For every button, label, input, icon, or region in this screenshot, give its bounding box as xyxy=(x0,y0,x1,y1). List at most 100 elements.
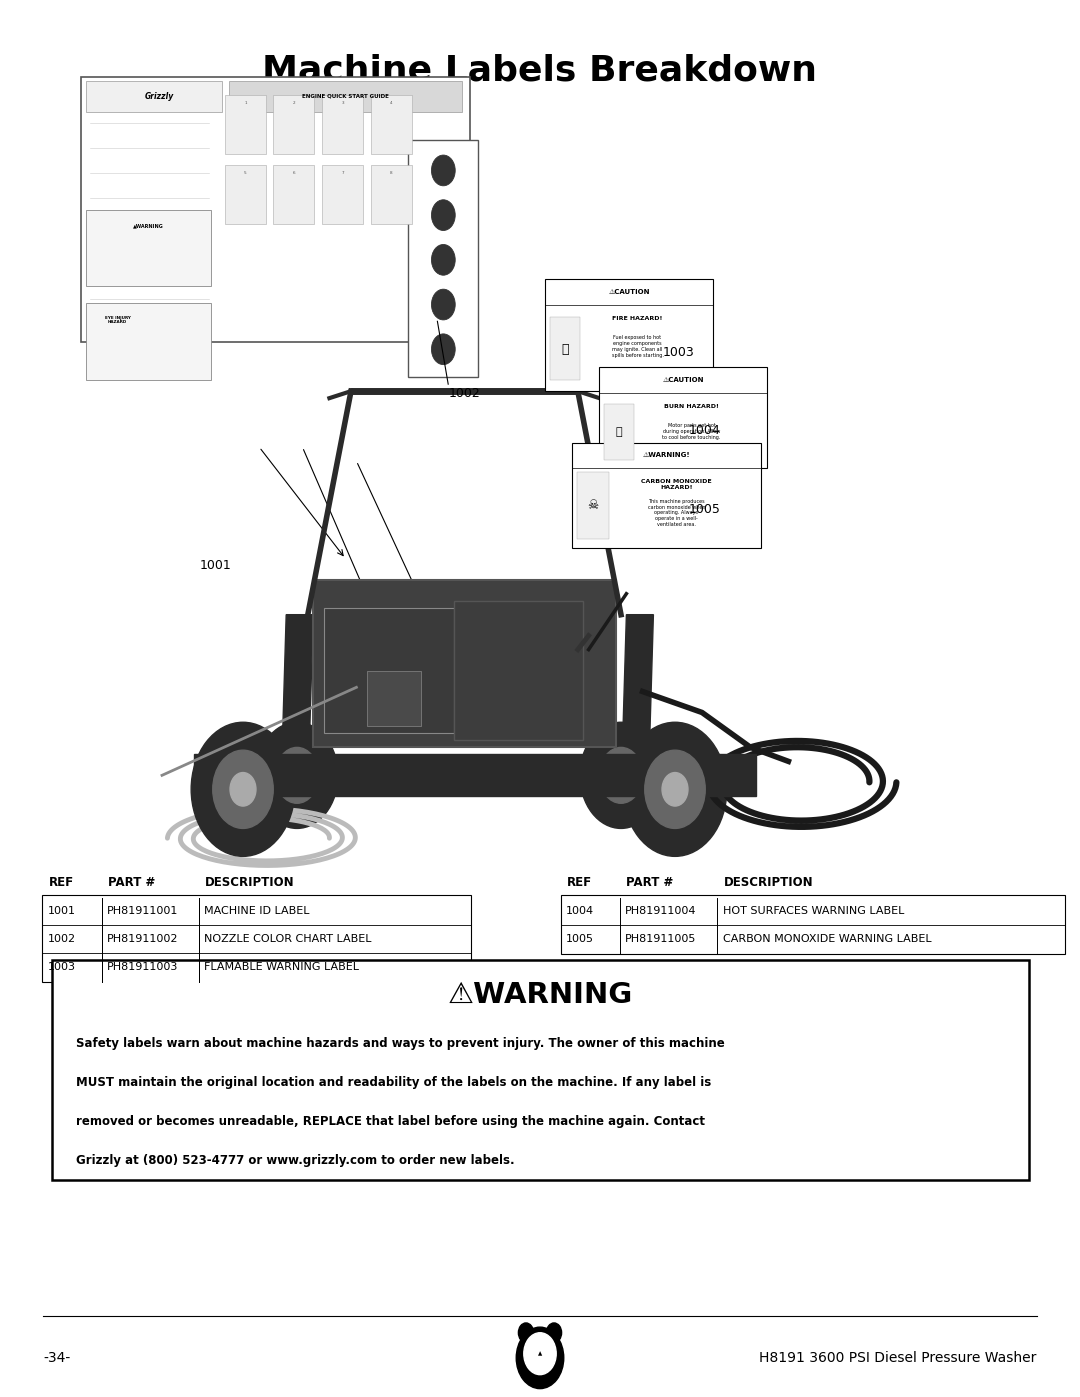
Bar xyxy=(86,303,211,380)
Text: PART #: PART # xyxy=(108,876,156,890)
Text: Grizzly at (800) 523-4777 or www.grizzly.com to order new labels.: Grizzly at (800) 523-4777 or www.grizzly… xyxy=(76,1154,514,1166)
Bar xyxy=(225,165,266,224)
Text: 1: 1 xyxy=(244,102,246,105)
Text: 3: 3 xyxy=(341,102,343,105)
Text: Machine Labels Breakdown: Machine Labels Breakdown xyxy=(262,53,818,87)
Bar xyxy=(229,81,462,112)
Text: -34-: -34- xyxy=(43,1351,70,1365)
Bar xyxy=(370,95,411,154)
Text: ⚠CAUTION: ⚠CAUTION xyxy=(608,289,650,295)
Circle shape xyxy=(546,1323,562,1343)
Bar xyxy=(86,81,222,112)
Text: DESCRIPTION: DESCRIPTION xyxy=(724,876,813,890)
Text: Grizzly: Grizzly xyxy=(145,92,175,101)
Bar xyxy=(550,317,580,380)
Bar xyxy=(408,140,478,377)
Text: FIRE HAZARD!: FIRE HAZARD! xyxy=(612,316,663,321)
Polygon shape xyxy=(664,754,691,796)
Circle shape xyxy=(432,244,456,275)
Bar xyxy=(313,580,616,747)
Polygon shape xyxy=(281,615,313,796)
Text: 1002: 1002 xyxy=(48,933,76,944)
Text: 🔥: 🔥 xyxy=(562,342,568,356)
Circle shape xyxy=(432,334,456,365)
Bar xyxy=(322,95,363,154)
Text: 1003: 1003 xyxy=(663,345,694,359)
Circle shape xyxy=(191,722,295,856)
Bar xyxy=(324,608,454,733)
Circle shape xyxy=(516,1327,564,1389)
Text: HOT SURFACES WARNING LABEL: HOT SURFACES WARNING LABEL xyxy=(723,905,904,916)
Bar xyxy=(577,472,609,539)
Bar xyxy=(52,960,1029,1180)
Text: REF: REF xyxy=(49,876,73,890)
Text: 5: 5 xyxy=(244,172,246,175)
Text: REF: REF xyxy=(567,876,592,890)
Text: 7: 7 xyxy=(341,172,343,175)
Circle shape xyxy=(432,155,456,186)
Text: 1001: 1001 xyxy=(200,559,231,573)
Circle shape xyxy=(662,773,688,806)
Bar xyxy=(81,77,470,342)
Text: ⚠CAUTION: ⚠CAUTION xyxy=(662,377,704,383)
Text: ✋: ✋ xyxy=(616,426,622,437)
Text: 6: 6 xyxy=(293,172,295,175)
Text: ENGINE QUICK START GUIDE: ENGINE QUICK START GUIDE xyxy=(302,94,389,99)
Circle shape xyxy=(518,1323,534,1343)
Text: H8191 3600 PSI Diesel Pressure Washer: H8191 3600 PSI Diesel Pressure Washer xyxy=(759,1351,1037,1365)
Bar xyxy=(194,754,756,796)
Bar xyxy=(273,95,314,154)
Polygon shape xyxy=(621,615,653,796)
Bar xyxy=(572,443,761,548)
Bar xyxy=(42,895,471,982)
Text: Fuel exposed to hot
engine components
may ignite. Clean all
spills before starti: Fuel exposed to hot engine components ma… xyxy=(611,335,663,358)
Text: CARBON MONOXIDE
HAZARD!: CARBON MONOXIDE HAZARD! xyxy=(642,479,712,490)
Circle shape xyxy=(275,747,319,803)
Bar xyxy=(273,165,314,224)
Text: FLAMABLE WARNING LABEL: FLAMABLE WARNING LABEL xyxy=(204,961,360,972)
Text: DESCRIPTION: DESCRIPTION xyxy=(205,876,295,890)
Text: EYE INJURY
HAZARD: EYE INJURY HAZARD xyxy=(105,316,131,324)
Circle shape xyxy=(432,289,456,320)
Polygon shape xyxy=(238,754,265,796)
Text: Motor parts get hot
during operation. Allow
to cool before touching.: Motor parts get hot during operation. Al… xyxy=(662,423,720,440)
Circle shape xyxy=(213,750,273,828)
Text: 1002: 1002 xyxy=(448,387,480,401)
Text: 4: 4 xyxy=(390,102,392,105)
Text: PH81911004: PH81911004 xyxy=(625,905,697,916)
Text: 1004: 1004 xyxy=(566,905,594,916)
Text: Safety labels warn about machine hazards and ways to prevent injury. The owner o: Safety labels warn about machine hazards… xyxy=(76,1037,725,1049)
Circle shape xyxy=(524,1333,556,1375)
Bar xyxy=(454,601,583,740)
Text: 1004: 1004 xyxy=(689,423,720,437)
Circle shape xyxy=(230,773,256,806)
Circle shape xyxy=(580,722,662,828)
Bar xyxy=(545,279,713,391)
Circle shape xyxy=(645,750,705,828)
Text: CARBON MONOXIDE WARNING LABEL: CARBON MONOXIDE WARNING LABEL xyxy=(723,933,931,944)
Bar xyxy=(367,671,421,726)
Bar xyxy=(604,404,634,460)
Text: 1003: 1003 xyxy=(48,961,76,972)
Bar xyxy=(86,210,211,286)
Text: MACHINE ID LABEL: MACHINE ID LABEL xyxy=(204,905,310,916)
Text: MUST maintain the original location and readability of the labels on the machine: MUST maintain the original location and … xyxy=(76,1076,711,1088)
Text: ☠: ☠ xyxy=(588,499,598,513)
Text: 1005: 1005 xyxy=(566,933,594,944)
Text: This machine produces
carbon monoxide when
operating. Always
operate in a well-
: This machine produces carbon monoxide wh… xyxy=(648,499,705,527)
Text: 8: 8 xyxy=(390,172,392,175)
Bar xyxy=(599,367,767,468)
Text: removed or becomes unreadable, REPLACE that label before using the machine again: removed or becomes unreadable, REPLACE t… xyxy=(76,1115,704,1127)
Text: 2: 2 xyxy=(293,102,295,105)
Text: PH81911003: PH81911003 xyxy=(107,961,178,972)
Bar xyxy=(225,95,266,154)
Bar xyxy=(322,165,363,224)
Text: ⚠WARNING!: ⚠WARNING! xyxy=(643,453,691,458)
Text: PH81911002: PH81911002 xyxy=(107,933,178,944)
Text: 1001: 1001 xyxy=(48,905,76,916)
Bar xyxy=(561,895,1065,954)
Circle shape xyxy=(432,200,456,231)
Circle shape xyxy=(599,747,643,803)
Text: PART #: PART # xyxy=(626,876,674,890)
Bar xyxy=(370,165,411,224)
